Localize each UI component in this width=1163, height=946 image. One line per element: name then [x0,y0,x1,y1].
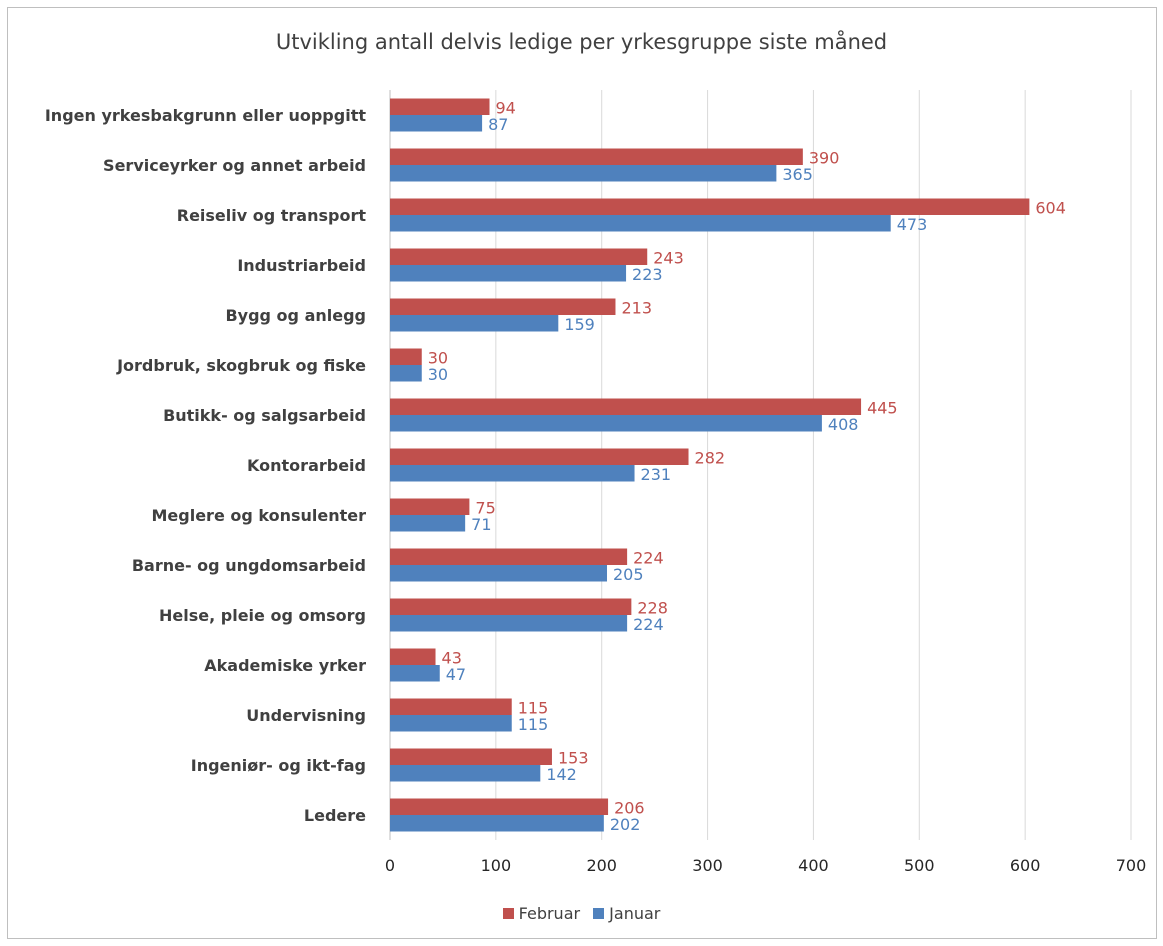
category-label: Reiseliv og transport [177,206,367,225]
bar-januar [390,115,483,132]
bar-februar [390,298,616,315]
data-label: 205 [613,565,644,584]
bar-februar [390,148,803,165]
x-tick-label: 100 [481,856,512,875]
category-label: Ledere [304,806,366,825]
bar-februar [390,348,422,365]
category-label: Undervisning [246,706,366,725]
x-tick-label: 0 [385,856,395,875]
x-tick-label: 400 [798,856,829,875]
bar-februar [390,448,689,465]
data-label: 43 [442,649,462,668]
data-label: 30 [428,349,448,368]
data-label: 224 [633,549,664,568]
bar-februar [390,548,628,565]
bar-januar [390,215,891,232]
category-label: Meglere og konsulenter [151,506,366,525]
x-tick-label: 200 [586,856,617,875]
bar-februar [390,748,552,765]
bar-februar [390,198,1030,215]
legend-item-januar: Januar [593,904,660,923]
category-label: Kontorarbeid [247,456,366,475]
bar-februar [390,798,609,815]
data-label: 47 [446,665,466,684]
chart-legend: Februar Januar [0,904,1163,923]
data-label: 30 [428,365,448,384]
bar-februar [390,248,648,265]
data-label: 224 [633,615,664,634]
bar-januar [390,765,541,782]
data-label: 115 [518,715,549,734]
data-label: 408 [828,415,859,434]
bar-februar [390,98,490,115]
data-label: 223 [632,265,663,284]
data-label: 365 [782,165,813,184]
data-label: 202 [610,815,641,834]
data-label: 231 [641,465,672,484]
legend-item-februar: Februar [502,904,581,923]
bar-januar [390,165,777,182]
bar-februar [390,398,862,415]
category-label: Akademiske yrker [204,656,366,675]
x-tick-label: 300 [692,856,723,875]
data-label: 213 [621,299,652,318]
category-label: Helse, pleie og omsorg [159,606,366,625]
bar-januar [390,415,822,432]
bar-januar [390,665,440,682]
legend-swatch-januar [593,908,605,919]
data-label: 115 [518,699,549,718]
bar-januar [390,365,422,382]
category-label: Ingeniør- og ikt-fag [191,756,366,775]
data-label: 390 [809,149,840,168]
bar-februar [390,498,470,515]
data-label: 445 [867,399,898,418]
data-label: 71 [471,515,491,534]
data-label: 228 [637,599,668,618]
data-label: 243 [653,249,684,268]
data-label: 159 [564,315,595,334]
legend-label-februar: Februar [518,904,581,923]
bar-januar [390,465,635,482]
bar-februar [390,698,512,715]
bar-januar [390,265,627,282]
chart-title: Utvikling antall delvis ledige per yrkes… [275,30,888,54]
x-tick-label: 500 [904,856,935,875]
bar-januar [390,565,608,582]
data-label: 282 [695,449,726,468]
data-label: 142 [546,765,577,784]
category-label: Ingen yrkesbakgrunn eller uoppgitt [45,106,367,125]
category-label: Butikk- og salgsarbeid [163,406,366,425]
data-label: 87 [488,115,508,134]
data-label: 604 [1035,199,1066,218]
bar-februar [390,598,632,615]
category-label: Serviceyrker og annet arbeid [103,156,366,175]
category-label: Bygg og anlegg [225,306,366,325]
bar-januar [390,715,512,732]
data-label: 153 [558,749,589,768]
x-tick-label: 600 [1010,856,1041,875]
category-label: Jordbruk, skogbruk og fiske [116,356,366,375]
category-label: Industriarbeid [237,256,366,275]
x-tick-label: 700 [1116,856,1147,875]
bar-januar [390,315,559,332]
legend-swatch-februar [502,908,514,919]
bar-januar [390,515,466,532]
legend-label-januar: Januar [609,904,661,923]
category-label: Barne- og ungdomsarbeid [132,556,366,575]
data-label: 75 [475,499,495,518]
bar-januar [390,615,628,632]
data-label: 206 [614,799,645,818]
bar-februar [390,648,436,665]
bar-januar [390,815,604,832]
data-label: 473 [897,215,928,234]
data-label: 94 [496,99,516,118]
